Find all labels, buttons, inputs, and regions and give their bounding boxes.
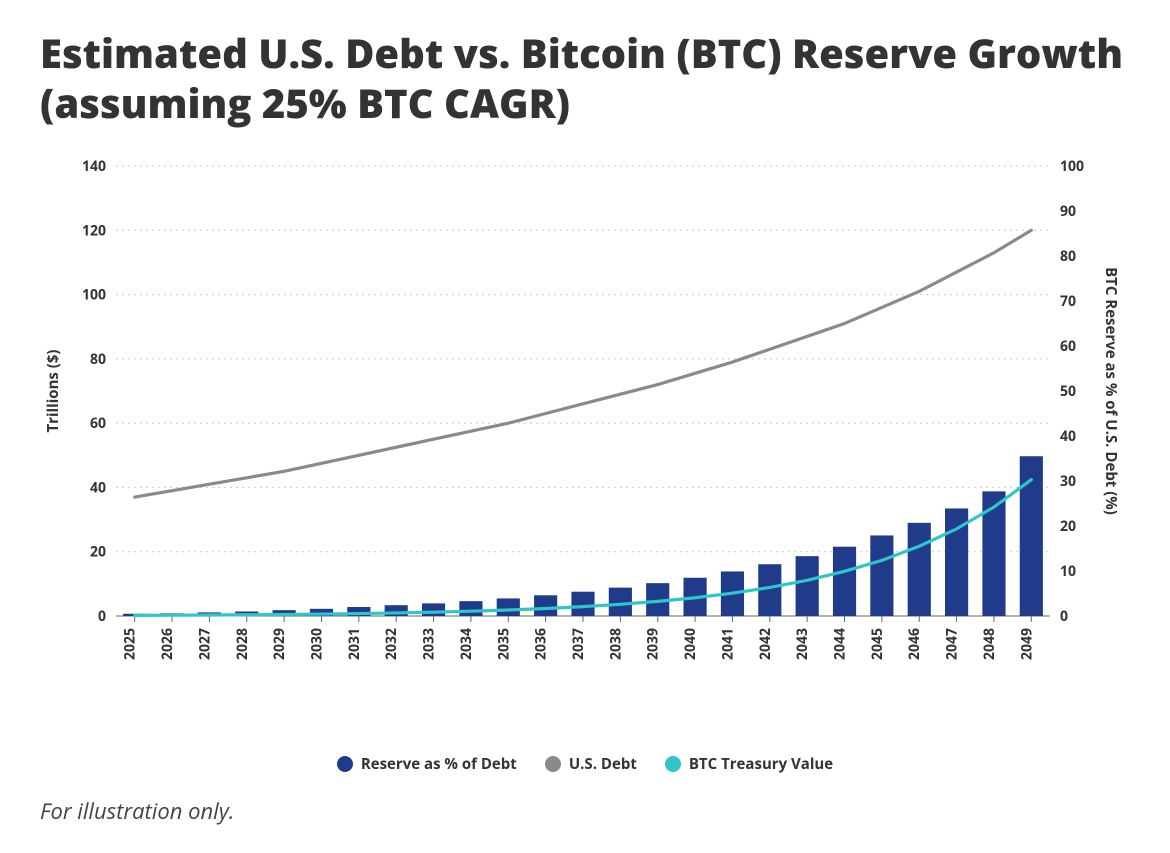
svg-text:2040: 2040 xyxy=(681,628,700,660)
svg-text:2028: 2028 xyxy=(233,628,252,660)
svg-text:0: 0 xyxy=(98,607,106,626)
legend-label: U.S. Debt xyxy=(569,754,637,774)
bar xyxy=(908,523,931,616)
bar xyxy=(870,535,893,616)
svg-text:2032: 2032 xyxy=(382,628,401,660)
page: Estimated U.S. Debt vs. Bitcoin (BTC) Re… xyxy=(0,0,1170,853)
legend-swatch xyxy=(337,756,353,772)
svg-text:2039: 2039 xyxy=(644,628,663,660)
svg-text:2027: 2027 xyxy=(195,628,214,660)
svg-text:2031: 2031 xyxy=(345,628,364,660)
combo-chart: 0204060801001201400102030405060708090100… xyxy=(40,146,1120,706)
svg-text:60: 60 xyxy=(1060,337,1076,356)
legend-swatch xyxy=(545,756,561,772)
legend-label: BTC Treasury Value xyxy=(689,754,833,774)
chart-title: Estimated U.S. Debt vs. Bitcoin (BTC) Re… xyxy=(40,28,1130,128)
legend-swatch xyxy=(665,756,681,772)
svg-text:2035: 2035 xyxy=(494,628,513,660)
chart-container: 0204060801001201400102030405060708090100… xyxy=(40,146,1120,746)
svg-text:2049: 2049 xyxy=(1017,628,1036,660)
svg-text:2046: 2046 xyxy=(905,628,924,660)
bar xyxy=(609,588,632,616)
svg-text:50: 50 xyxy=(1060,382,1076,401)
svg-text:40: 40 xyxy=(1060,427,1076,446)
svg-text:2030: 2030 xyxy=(307,628,326,660)
chart-footnote: For illustration only. xyxy=(40,796,1130,826)
y-right-label: BTC Reserve as % of U.S. Debt (%) xyxy=(1101,267,1120,515)
svg-text:20: 20 xyxy=(90,543,106,562)
svg-text:2042: 2042 xyxy=(756,628,775,660)
bar xyxy=(497,598,520,616)
svg-text:2034: 2034 xyxy=(457,628,476,660)
svg-text:20: 20 xyxy=(1060,517,1076,536)
svg-text:2029: 2029 xyxy=(270,628,289,660)
y-left-label: Trillions ($) xyxy=(43,349,63,432)
chart-legend: Reserve as % of Debt U.S. Debt BTC Treasur… xyxy=(40,754,1130,774)
svg-text:2044: 2044 xyxy=(831,628,850,660)
svg-text:2037: 2037 xyxy=(569,628,588,660)
svg-text:2043: 2043 xyxy=(793,628,812,660)
bar xyxy=(422,603,445,616)
svg-text:60: 60 xyxy=(90,414,106,433)
line-us-debt xyxy=(135,230,1032,497)
svg-text:90: 90 xyxy=(1060,202,1076,221)
bar xyxy=(571,592,594,616)
svg-text:80: 80 xyxy=(1060,247,1076,266)
svg-text:2047: 2047 xyxy=(943,628,962,660)
svg-text:80: 80 xyxy=(90,350,106,369)
svg-text:120: 120 xyxy=(82,221,106,240)
svg-text:10: 10 xyxy=(1060,562,1076,581)
svg-text:2036: 2036 xyxy=(532,628,551,660)
bar xyxy=(833,547,856,616)
svg-text:2038: 2038 xyxy=(606,628,625,660)
bar xyxy=(796,556,819,616)
svg-text:100: 100 xyxy=(82,286,106,305)
svg-text:2048: 2048 xyxy=(980,628,999,660)
svg-text:30: 30 xyxy=(1060,472,1076,491)
legend-item: Reserve as % of Debt xyxy=(337,754,517,774)
bar xyxy=(534,595,557,616)
bar xyxy=(459,601,482,616)
svg-text:70: 70 xyxy=(1060,292,1076,311)
legend-label: Reserve as % of Debt xyxy=(361,754,517,774)
svg-text:2025: 2025 xyxy=(121,628,140,660)
svg-text:2033: 2033 xyxy=(420,628,439,660)
legend-item: BTC Treasury Value xyxy=(665,754,833,774)
legend-item: U.S. Debt xyxy=(545,754,637,774)
svg-text:2026: 2026 xyxy=(158,628,177,660)
svg-text:2045: 2045 xyxy=(868,628,887,660)
svg-text:0: 0 xyxy=(1060,607,1068,626)
svg-text:100: 100 xyxy=(1060,157,1084,176)
svg-text:2041: 2041 xyxy=(718,628,737,660)
svg-text:40: 40 xyxy=(90,478,106,497)
svg-text:140: 140 xyxy=(82,157,106,176)
